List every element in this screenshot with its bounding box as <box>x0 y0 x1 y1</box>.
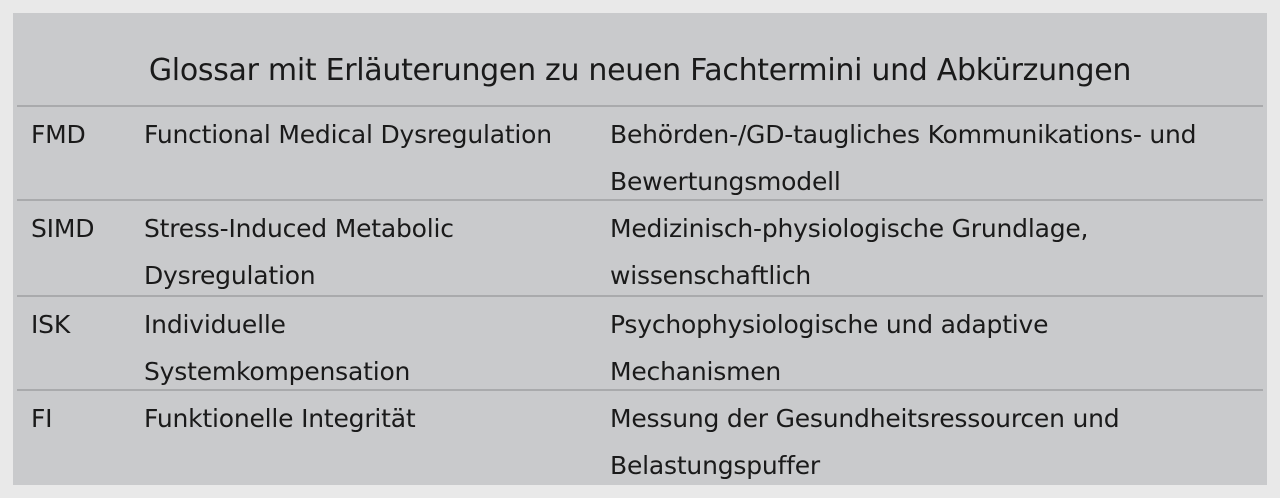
description: Psychophysiologische und adaptive Mechan… <box>610 310 1049 386</box>
abbreviation: SIMD <box>31 214 95 243</box>
table-row: ISK Individuelle Systemkompensation Psyc… <box>17 295 1263 391</box>
term: Stress-Induced Metabolic Dysregulation <box>144 214 454 290</box>
term: Individuelle Systemkompensation <box>144 310 411 386</box>
glossary-table: Glossar mit Erläuterungen zu neuen Facht… <box>13 13 1267 485</box>
term: Funktionelle Integrität <box>144 404 416 433</box>
abbreviation: FMD <box>31 120 86 149</box>
table-title: Glossar mit Erläuterungen zu neuen Facht… <box>148 53 1132 88</box>
description: Messung der Gesundheitsressourcen und Be… <box>610 404 1120 480</box>
table-row: FI Funktionelle Integrität Messung der G… <box>17 389 1263 485</box>
abbreviation: ISK <box>31 310 71 339</box>
table-row: FMD Functional Medical Dysregulation Beh… <box>17 105 1263 201</box>
description: Behörden-/GD-taugliches Kommunikations- … <box>610 120 1197 196</box>
term: Functional Medical Dysregulation <box>144 120 552 149</box>
table-row: SIMD Stress-Induced Metabolic Dysregulat… <box>17 199 1263 295</box>
abbreviation: FI <box>31 404 53 433</box>
description: Medizinisch-physiologische Grundlage, wi… <box>610 214 1089 290</box>
